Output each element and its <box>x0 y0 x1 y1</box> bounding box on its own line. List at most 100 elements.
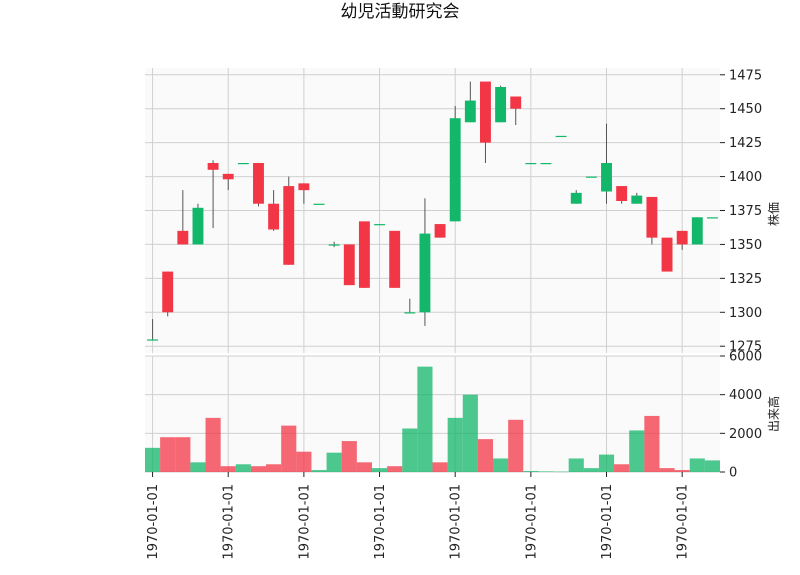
volume-bar <box>296 451 312 472</box>
candle-body <box>162 271 174 313</box>
candle-body <box>540 163 552 165</box>
volume-bar <box>281 425 297 472</box>
candle-body <box>404 312 416 314</box>
volume-bar <box>266 464 282 472</box>
candle-body <box>253 163 264 204</box>
price-tick-label: 1325 <box>729 272 762 287</box>
volume-bar <box>145 447 161 472</box>
volume-bar <box>371 468 388 472</box>
candle-body <box>343 244 355 286</box>
x-tick-label: 1970-01-01 <box>222 484 237 560</box>
price-axis: 1275 1300 1325 1350 1375 1400 1425 1450 1475 <box>720 68 762 355</box>
volume-bar <box>568 458 584 472</box>
volume-bar <box>598 454 615 472</box>
candle-body <box>177 230 189 245</box>
price-tick-label: 1350 <box>729 238 762 253</box>
volume-bar <box>614 464 630 472</box>
volume-bar <box>644 415 660 472</box>
candle-body <box>646 196 658 238</box>
candle-body <box>389 230 401 288</box>
candle-body <box>706 217 718 219</box>
candle-body <box>237 163 249 165</box>
candle-body <box>192 207 204 245</box>
candle-body <box>495 87 507 123</box>
candle-body <box>510 96 522 109</box>
volume-bar <box>538 471 554 472</box>
volume-bar <box>659 468 675 472</box>
volume-bar <box>175 437 191 472</box>
candle-body <box>555 135 567 138</box>
candle-body <box>601 163 612 192</box>
candle-body <box>480 81 491 143</box>
price-tick-label: 1300 <box>729 306 762 321</box>
price-tick-label: 1375 <box>729 204 762 219</box>
candle-body <box>464 100 476 123</box>
volume-bar <box>356 462 372 472</box>
volume-bars <box>145 366 720 473</box>
x-tick-label: 1970-01-01 <box>449 484 464 560</box>
volume-tick-label: 2000 <box>729 427 762 442</box>
volume-bar <box>417 366 433 472</box>
candle-body <box>374 224 385 226</box>
price-tick-label: 1275 <box>729 340 762 355</box>
volume-axis-label: 出来高 <box>766 396 781 432</box>
volume-bar <box>190 462 206 472</box>
x-tick-label: 1970-01-01 <box>373 484 388 560</box>
volume-bar <box>508 419 524 472</box>
volume-bar <box>235 464 251 472</box>
x-tick-label: 1970-01-01 <box>146 484 161 560</box>
candle-body <box>661 237 673 272</box>
candle-body <box>222 173 234 180</box>
volume-bar <box>523 471 539 472</box>
candle-body <box>328 244 340 246</box>
x-tick-label: 1970-01-01 <box>676 484 691 560</box>
volume-tick-label: 4000 <box>729 388 762 403</box>
candle-body <box>434 224 446 238</box>
price-tick-label: 1400 <box>729 170 762 185</box>
candle-body <box>449 118 461 222</box>
x-tick-label: 1970-01-01 <box>600 484 615 560</box>
candle-body <box>585 176 597 178</box>
candle-body <box>283 186 295 265</box>
price-tick-label: 1450 <box>729 102 762 117</box>
candle-body <box>298 183 310 191</box>
price-grid <box>145 74 720 347</box>
x-tick-label: 1970-01-01 <box>297 484 312 560</box>
volume-bar <box>477 439 494 472</box>
volume-bar <box>160 437 176 472</box>
volume-bar <box>250 466 267 472</box>
volume-bar <box>674 470 690 472</box>
candle-body <box>616 186 628 201</box>
candle-body <box>570 192 582 204</box>
volume-tick-label: 0 <box>729 466 737 481</box>
volume-tick-label: 6000 <box>729 350 762 365</box>
volume-bar <box>629 430 645 472</box>
volume-bar <box>311 470 327 472</box>
volume-bar <box>447 417 463 472</box>
candle-body <box>419 233 431 313</box>
price-tick-label: 1425 <box>729 136 762 151</box>
volume-axis: 0 2000 4000 6000 <box>720 350 762 481</box>
x-axis: 1970-01-01 1970-01-01 1970-01-01 1970-01-01… <box>146 472 691 560</box>
volume-bar <box>326 452 342 472</box>
volume-bar <box>402 428 418 472</box>
price-axis-label: 株価 <box>766 202 781 226</box>
volume-bar <box>704 460 720 472</box>
volume-bar <box>689 458 705 472</box>
candle-body <box>313 203 325 205</box>
volume-bar <box>583 468 599 472</box>
volume-bar <box>432 462 448 472</box>
candle-body <box>147 339 159 341</box>
price-tick-label: 1475 <box>729 68 762 83</box>
candles <box>147 81 718 341</box>
volume-bar <box>220 466 236 472</box>
candle-body <box>268 203 280 230</box>
candle-body <box>525 163 537 165</box>
chart-title: 幼児活動研究会 <box>341 2 460 22</box>
candle-body <box>207 163 219 170</box>
volume-bar <box>493 458 509 472</box>
candle-body <box>676 230 688 245</box>
volume-bar <box>553 471 569 473</box>
candle-body <box>358 221 370 288</box>
